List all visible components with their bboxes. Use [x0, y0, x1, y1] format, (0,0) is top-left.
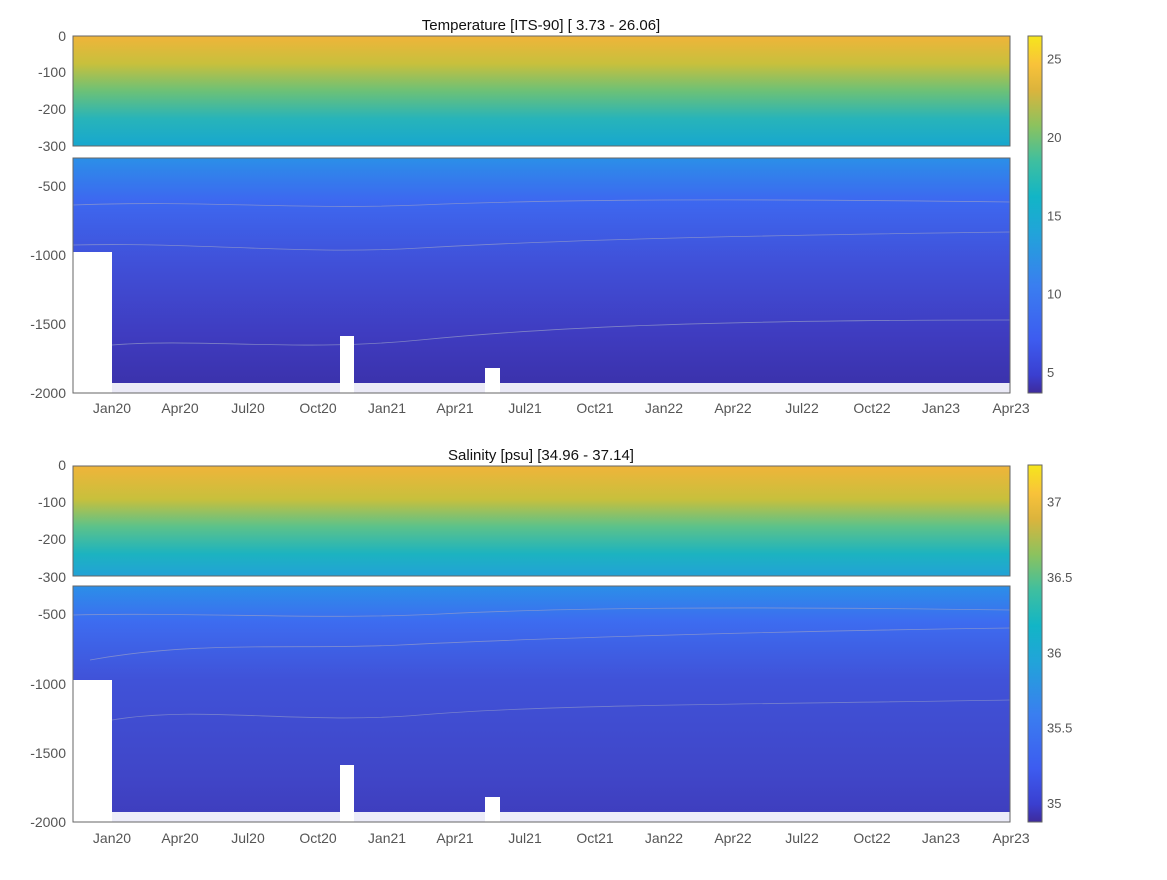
temperature-upper-field: [73, 36, 1010, 146]
temperature-xtick: Jan21: [368, 400, 406, 416]
temperature-xtick: Jul22: [785, 400, 819, 416]
salinity-upper-ytick: 0: [58, 457, 66, 473]
salinity-xtick: Apr21: [436, 830, 474, 846]
temperature-xtick: Jan23: [922, 400, 960, 416]
salinity-xtick: Jan23: [922, 830, 960, 846]
salinity-upper-field: [73, 466, 1010, 576]
temperature-colorbar-gradient: [1028, 36, 1042, 393]
temperature-lower-ytick: -1000: [30, 247, 66, 263]
salinity-colorbar-gradient: [1028, 465, 1042, 822]
temperature-lower-field: [73, 158, 1010, 393]
temperature-chart: Temperature [ITS-90] [ 3.73 - 26.06] 0 -…: [30, 17, 1061, 416]
salinity-colorbar-tick: 36.5: [1047, 570, 1072, 585]
temperature-xtick: Apr22: [714, 400, 752, 416]
temperature-upper-ytick: -100: [38, 64, 66, 80]
temperature-xtick: Apr21: [436, 400, 474, 416]
salinity-lower-field: [73, 586, 1010, 822]
salinity-lower-ytick: -2000: [30, 814, 66, 830]
temperature-lower-ytick: -500: [38, 178, 66, 194]
temperature-lower-ytick: -2000: [30, 385, 66, 401]
salinity-lower-ytick: -500: [38, 606, 66, 622]
temperature-colorbar-tick: 10: [1047, 287, 1061, 302]
salinity-missing-data: [73, 680, 1010, 822]
temperature-title: Temperature [ITS-90] [ 3.73 - 26.06]: [422, 17, 660, 34]
temperature-x-ticks: Jan20 Apr20 Jul20 Oct20 Jan21 Apr21 Jul2…: [93, 400, 1030, 416]
salinity-colorbar-tick: 35: [1047, 796, 1061, 811]
temperature-colorbar-tick: 15: [1047, 208, 1061, 223]
temperature-lower-panel: -500 -1000 -1500 -2000: [30, 157, 1011, 401]
temperature-missing-data: [73, 252, 1010, 393]
salinity-xtick: Oct22: [853, 830, 891, 846]
salinity-lower-ytick: -1000: [30, 676, 66, 692]
salinity-upper-ytick: -100: [38, 494, 66, 510]
salinity-upper-ytick: -200: [38, 531, 66, 547]
salinity-lower-contours: [72, 607, 1011, 721]
temperature-upper-ytick: -300: [38, 138, 66, 154]
temperature-xtick: Jan20: [93, 400, 131, 416]
temperature-xtick: Apr23: [992, 400, 1030, 416]
salinity-upper-panel: 0 -100 -200 -300: [38, 457, 1011, 585]
temperature-lower-frame: [72, 157, 1011, 394]
salinity-xtick: Apr23: [992, 830, 1030, 846]
temperature-upper-ytick: -200: [38, 101, 66, 117]
salinity-xtick: Jul22: [785, 830, 819, 846]
salinity-colorbar: 35 35.5 36 36.5 37: [1027, 464, 1072, 823]
temperature-colorbar-frame: [1027, 35, 1043, 394]
salinity-xtick: Jan21: [368, 830, 406, 846]
temperature-lower-contours: [72, 199, 1011, 346]
temperature-xtick: Jul20: [231, 400, 265, 416]
salinity-xtick: Apr20: [161, 830, 199, 846]
salinity-xtick: Jul20: [231, 830, 265, 846]
temperature-lower-ytick: -1500: [30, 316, 66, 332]
salinity-lower-frame: [72, 585, 1011, 823]
temperature-colorbar-tick: 5: [1047, 365, 1054, 380]
salinity-colorbar-tick: 36: [1047, 645, 1061, 660]
salinity-xtick: Jan22: [645, 830, 683, 846]
temperature-colorbar: 5 10 15 20 25: [1027, 35, 1061, 394]
temperature-xtick: Oct20: [299, 400, 337, 416]
salinity-xtick: Jan20: [93, 830, 131, 846]
temperature-xtick: Oct22: [853, 400, 891, 416]
salinity-xtick: Apr22: [714, 830, 752, 846]
temperature-upper-ytick: 0: [58, 28, 66, 44]
salinity-colorbar-tick: 37: [1047, 495, 1061, 510]
temperature-colorbar-tick: 25: [1047, 52, 1061, 67]
temperature-upper-panel: 0 -100 -200 -300: [38, 28, 1011, 154]
salinity-xtick: Jul21: [508, 830, 542, 846]
temperature-xtick: Oct21: [576, 400, 614, 416]
salinity-upper-frame: [72, 465, 1011, 577]
salinity-xtick: Oct21: [576, 830, 614, 846]
salinity-upper-ytick: -300: [38, 569, 66, 585]
salinity-title: Salinity [psu] [34.96 - 37.14]: [448, 447, 634, 464]
salinity-lower-panel: -500 -1000 -1500 -2000: [30, 585, 1011, 830]
salinity-x-ticks: Jan20 Apr20 Jul20 Oct20 Jan21 Apr21 Jul2…: [93, 830, 1030, 846]
temperature-upper-frame: [72, 35, 1011, 147]
salinity-colorbar-tick: 35.5: [1047, 721, 1072, 736]
salinity-colorbar-frame: [1027, 464, 1043, 823]
temperature-xtick: Jul21: [508, 400, 542, 416]
temperature-colorbar-tick: 20: [1047, 130, 1061, 145]
salinity-lower-ytick: -1500: [30, 745, 66, 761]
salinity-chart: Salinity [psu] [34.96 - 37.14] 0 -100 -2…: [30, 447, 1072, 846]
salinity-xtick: Oct20: [299, 830, 337, 846]
temperature-xtick: Jan22: [645, 400, 683, 416]
temperature-xtick: Apr20: [161, 400, 199, 416]
